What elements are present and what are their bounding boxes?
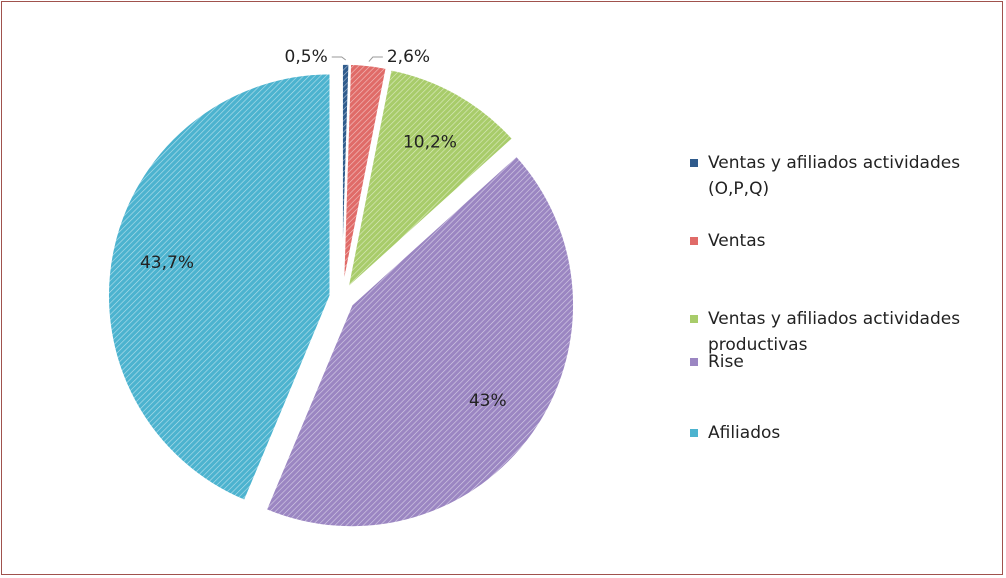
data-label: 43,7% bbox=[140, 253, 194, 273]
legend-item: Afiliados bbox=[690, 420, 1000, 446]
legend-item: Ventas bbox=[690, 228, 1000, 254]
legend-swatch bbox=[690, 315, 698, 323]
legend-item: Ventas y afiliados actividades (O,P,Q) bbox=[690, 150, 1000, 202]
legend-swatch bbox=[690, 429, 698, 437]
pie-slice bbox=[346, 68, 514, 290]
leader-line bbox=[331, 56, 347, 61]
pie-slice bbox=[107, 72, 331, 502]
legend-label: Rise bbox=[708, 352, 744, 372]
data-label: 2,6% bbox=[387, 47, 430, 67]
pie-slice bbox=[342, 63, 388, 287]
leader-line bbox=[368, 56, 383, 62]
legend-label: Ventas y afiliados actividades (O,P,Q) bbox=[708, 153, 961, 199]
data-label: 0,5% bbox=[285, 47, 328, 67]
legend-item: Rise bbox=[690, 349, 1000, 375]
legend-label: Ventas bbox=[708, 231, 766, 251]
data-label: 10,2% bbox=[403, 133, 457, 153]
legend-label: Afiliados bbox=[708, 423, 781, 443]
pie-slice bbox=[341, 63, 350, 287]
legend-swatch bbox=[690, 159, 698, 167]
legend-item: Ventas y afiliados actividades productiv… bbox=[690, 306, 1000, 358]
pie-slice bbox=[265, 154, 575, 528]
data-label: 43% bbox=[469, 391, 507, 411]
legend-label: Ventas y afiliados actividades productiv… bbox=[708, 309, 961, 355]
legend-swatch bbox=[690, 237, 698, 245]
legend-swatch bbox=[690, 358, 698, 366]
